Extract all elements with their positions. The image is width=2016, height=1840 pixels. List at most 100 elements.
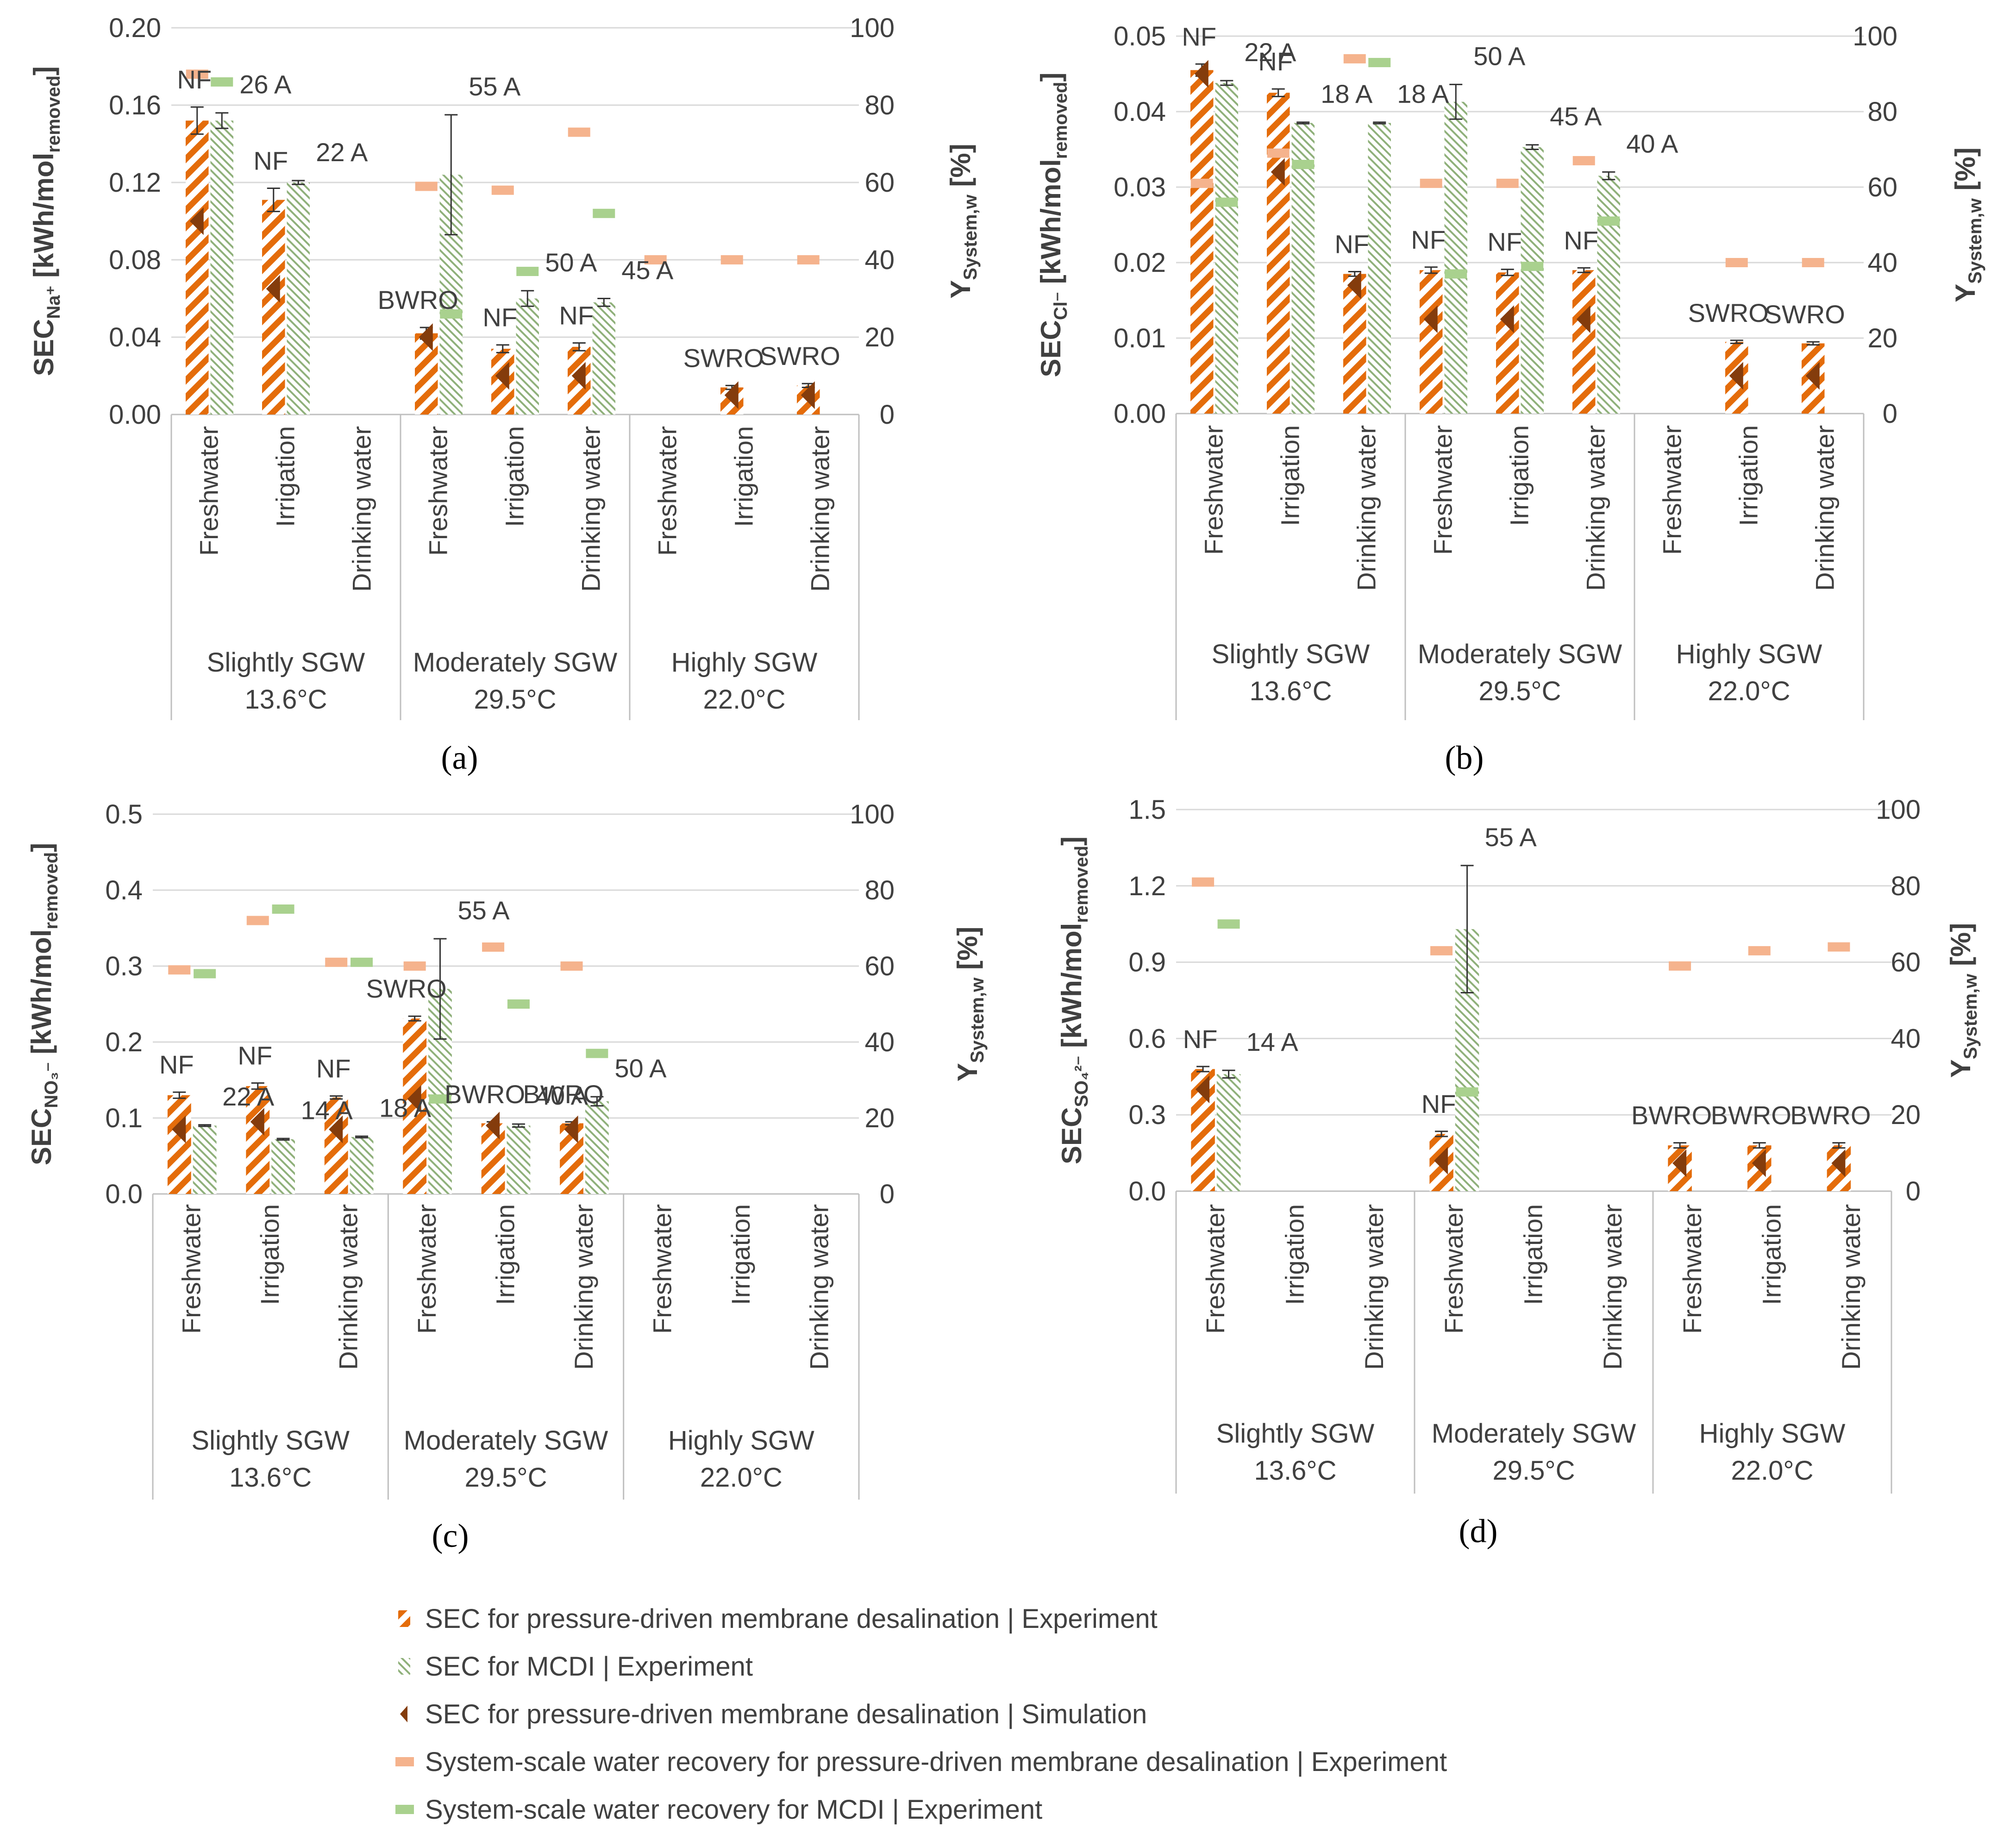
y-label-rest: [kWh/mol bbox=[1056, 923, 1087, 1056]
x-tick-label: Freshwater bbox=[1428, 425, 1458, 555]
marker-pressure-simulation bbox=[564, 1115, 578, 1143]
data-annotation: 18 A bbox=[379, 1093, 432, 1122]
data-annotation: NF bbox=[1487, 227, 1522, 257]
y2-tick-label: 80 bbox=[1891, 871, 1921, 901]
marker-recovery-pressure bbox=[1802, 258, 1824, 267]
bar-mcdi-experiment bbox=[1368, 123, 1391, 414]
data-annotation: 50 A bbox=[614, 1054, 667, 1083]
legend: SEC for pressure-driven membrane desalin… bbox=[395, 1604, 1447, 1825]
group-label: Highly SGW bbox=[1676, 639, 1822, 669]
data-annotation: 22 A bbox=[316, 138, 368, 167]
y2-tick-label: 20 bbox=[864, 322, 895, 352]
marker-pressure-simulation bbox=[1672, 1149, 1687, 1177]
bar-pressure-experiment bbox=[186, 120, 209, 414]
marker-recovery-mcdi bbox=[586, 1049, 608, 1058]
y2-label-main: Y bbox=[952, 1063, 983, 1081]
data-annotation: SWRO bbox=[760, 341, 840, 371]
marker-recovery-mcdi bbox=[507, 999, 530, 1009]
y-label-end: ] bbox=[26, 843, 57, 852]
group-temperature: 29.5°C bbox=[474, 685, 557, 715]
group-label: Highly SGW bbox=[671, 647, 818, 678]
data-annotation: NF bbox=[1182, 22, 1216, 51]
chart-panel-d: 0.0 0.3 0.6 0.9 1.2 1.5 0 20 40 60 80 100 Freshwater… bbox=[1056, 795, 1981, 1550]
bar-pressure-experiment bbox=[324, 1097, 348, 1194]
marker-recovery-pressure bbox=[1420, 178, 1442, 188]
marker-recovery-pressure bbox=[1496, 178, 1519, 188]
data-annotation: 55 A bbox=[1485, 823, 1537, 852]
x-tick-label: Freshwater bbox=[1439, 1204, 1468, 1334]
data-annotation: 55 A bbox=[469, 72, 521, 101]
bar-mcdi-experiment bbox=[1291, 123, 1315, 414]
marker-recovery-pressure bbox=[1748, 946, 1771, 955]
data-annotation: 45 A bbox=[621, 256, 674, 285]
group-temperature: 29.5°C bbox=[1479, 676, 1561, 706]
x-tick-label: Drinking water bbox=[804, 1204, 833, 1370]
marker-pressure-simulation bbox=[801, 381, 815, 409]
bar-pressure-experiment bbox=[1267, 93, 1290, 414]
y-tick-label: 0.20 bbox=[109, 13, 161, 43]
marker-pressure-simulation bbox=[172, 1115, 186, 1143]
data-annotation: NF bbox=[1258, 47, 1293, 76]
y2-tick-label: 0 bbox=[1883, 399, 1897, 429]
y-tick-label: 1.2 bbox=[1128, 871, 1166, 901]
y-label-rest: [kWh/mol bbox=[1035, 159, 1066, 292]
group-temperature: 13.6°C bbox=[229, 1463, 312, 1493]
legend-item-pressure-exp: SEC for pressure-driven membrane desalin… bbox=[398, 1604, 1158, 1634]
y-tick-label: 0.05 bbox=[1114, 21, 1166, 51]
marker-recovery-mcdi bbox=[1456, 1087, 1478, 1097]
y-label-main: SEC bbox=[1056, 1107, 1087, 1164]
data-annotation: SWRO bbox=[683, 343, 764, 372]
data-annotation: NF bbox=[177, 65, 212, 94]
x-tick-label: Irrigation bbox=[1505, 425, 1534, 526]
bar-pressure-experiment bbox=[1420, 270, 1443, 414]
data-annotation: 50 A bbox=[545, 248, 597, 277]
marker-recovery-pressure bbox=[482, 942, 505, 952]
y-tick-label: 1.5 bbox=[1128, 795, 1166, 825]
y2-tick-label: 60 bbox=[1867, 172, 1897, 202]
chart-panel-b: 0.00 0.01 0.02 0.03 0.04 0.05 0 20 40 60 80 100 Fres… bbox=[1035, 21, 1985, 776]
marker-pressure-simulation bbox=[1500, 305, 1514, 333]
marker-recovery-pressure bbox=[403, 961, 426, 971]
y-label-sub2: removed bbox=[41, 852, 62, 929]
data-annotation: 22 A bbox=[1244, 38, 1296, 67]
data-annotation: NF bbox=[1411, 225, 1446, 254]
y-tick-label: 0.02 bbox=[1114, 248, 1166, 278]
y2-tick-label: 80 bbox=[1867, 97, 1897, 127]
y-tick-label: 0.03 bbox=[1114, 172, 1166, 202]
marker-recovery-mcdi bbox=[516, 267, 539, 276]
x-tick-label: Drinking water bbox=[1359, 1204, 1389, 1370]
y-tick-label: 0.0 bbox=[105, 1179, 143, 1209]
legend-swatch bbox=[400, 1706, 407, 1722]
x-tick-label: Drinking water bbox=[1810, 425, 1840, 591]
data-annotation: NF bbox=[316, 1054, 351, 1083]
data-annotation: 55 A bbox=[457, 896, 510, 925]
marker-recovery-pressure bbox=[1828, 942, 1850, 952]
data-annotation: 14 A bbox=[301, 1095, 353, 1124]
bar-mcdi-experiment bbox=[1216, 1074, 1241, 1191]
y2-tick-label: 80 bbox=[864, 875, 895, 905]
y-tick-label: 0.00 bbox=[1114, 399, 1166, 429]
marker-pressure-simulation bbox=[571, 362, 586, 390]
bar-mcdi-experiment bbox=[1597, 176, 1620, 414]
x-tick-label: Irrigation bbox=[1280, 1204, 1309, 1305]
data-annotation: SWRO bbox=[1765, 300, 1845, 329]
x-tick-label: Drinking water bbox=[1352, 425, 1381, 591]
legend-label: SEC for pressure-driven membrane desalin… bbox=[425, 1604, 1158, 1634]
x-tick-label: Freshwater bbox=[1201, 1204, 1230, 1334]
marker-pressure-simulation bbox=[1805, 362, 1820, 390]
y2-tick-label: 40 bbox=[864, 1027, 895, 1057]
bar-pressure-experiment bbox=[481, 1123, 505, 1194]
y-axis-label-left: SECSO₄²⁻ [kWh/molremoved] bbox=[1056, 836, 1092, 1164]
marker-recovery-pressure bbox=[1725, 258, 1748, 267]
data-annotation: SWRO bbox=[1688, 298, 1769, 327]
y-tick-label: 0.2 bbox=[105, 1027, 143, 1057]
marker-recovery-pressure bbox=[415, 182, 438, 191]
group-temperature: 22.0°C bbox=[1731, 1456, 1814, 1486]
marker-recovery-mcdi bbox=[1445, 269, 1467, 279]
y-label-main: SEC bbox=[26, 1108, 57, 1165]
marker-recovery-mcdi bbox=[1521, 262, 1544, 271]
bar-mcdi-experiment bbox=[350, 1137, 374, 1194]
y2-label-sub: System,w bbox=[1960, 973, 1981, 1059]
marker-recovery-pressure bbox=[1430, 946, 1453, 955]
y-label-end: ] bbox=[1056, 836, 1087, 846]
